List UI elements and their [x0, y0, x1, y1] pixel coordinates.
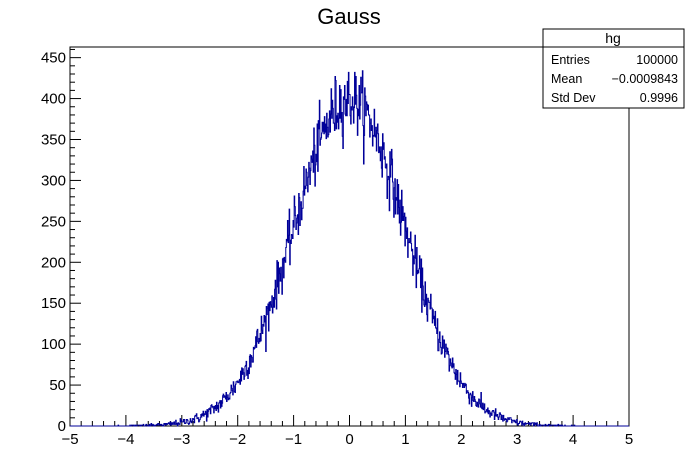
y-tick-label: 100	[41, 336, 66, 353]
stats-box: hg Entries 100000 Mean −0.0009843 Std De…	[542, 28, 685, 109]
y-tick-label: 0	[58, 418, 66, 435]
y-tick-label: 300	[41, 172, 66, 189]
x-tick-label: 1	[401, 431, 409, 448]
y-tick-label: 150	[41, 295, 66, 312]
stats-stddev-value: 0.9996	[640, 91, 678, 105]
stats-box-title: hg	[605, 30, 621, 46]
y-tick-label: 200	[41, 254, 66, 271]
y-tick-label: 50	[49, 377, 66, 394]
x-tick-label: 5	[625, 431, 633, 448]
stats-entries-label: Entries	[551, 53, 590, 67]
stats-box-frame	[542, 28, 685, 109]
x-tick-label: 3	[513, 431, 521, 448]
y-tick-label: 450	[41, 50, 66, 67]
stats-mean-label: Mean	[551, 72, 582, 86]
stats-stddev-label: Std Dev	[551, 91, 596, 105]
x-tick-label: −4	[117, 431, 134, 448]
x-tick-label: −1	[285, 431, 302, 448]
x-tick-label: −5	[61, 431, 78, 448]
x-tick-label: −2	[229, 431, 246, 448]
stats-mean-value: −0.0009843	[612, 72, 678, 86]
x-tick-label: 4	[569, 431, 577, 448]
stats-entries-value: 100000	[636, 53, 678, 67]
histogram-series-hg	[70, 70, 629, 427]
x-tick-label: 2	[457, 431, 465, 448]
chart-title: Gauss	[317, 4, 381, 29]
x-tick-label: −3	[173, 431, 190, 448]
y-axis: 0 50 100 150 200 250 300 350 400 450	[41, 48, 81, 435]
x-tick-label: 0	[345, 431, 353, 448]
y-tick-label: 400	[41, 91, 66, 108]
y-tick-label: 250	[41, 213, 66, 230]
y-tick-label: 350	[41, 131, 66, 148]
